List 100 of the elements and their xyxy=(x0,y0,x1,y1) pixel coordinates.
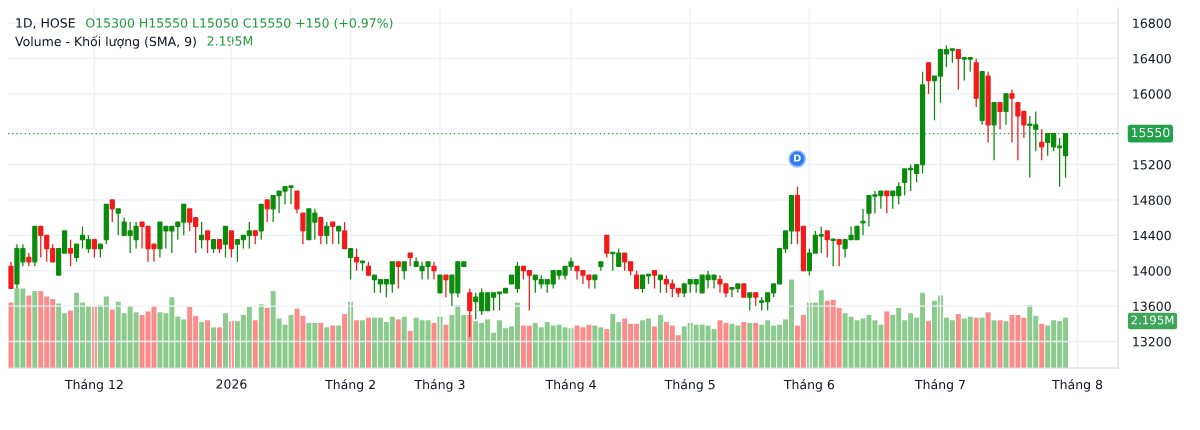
bar xyxy=(651,326,657,368)
candlestick xyxy=(604,234,610,259)
candlestick xyxy=(836,239,842,267)
bar xyxy=(985,312,991,368)
candlestick xyxy=(353,247,360,272)
bar xyxy=(336,325,342,368)
candlestick xyxy=(1003,93,1009,126)
y-tick-label: 14800 xyxy=(1133,195,1171,205)
candlestick xyxy=(395,261,401,290)
candlestick xyxy=(633,270,640,290)
bar xyxy=(26,295,32,368)
bar xyxy=(431,322,437,368)
bar xyxy=(324,327,330,368)
candlestick xyxy=(205,230,211,254)
bar xyxy=(997,320,1003,368)
candlestick xyxy=(318,217,324,245)
bar xyxy=(1039,323,1045,368)
bar xyxy=(342,314,348,368)
candlestick xyxy=(228,230,235,259)
bar xyxy=(395,319,401,368)
bar xyxy=(318,322,324,368)
candlestick xyxy=(294,190,300,214)
candlestick xyxy=(824,230,830,259)
ref-line-label: 15550 xyxy=(1131,127,1170,138)
bar xyxy=(330,325,336,368)
candlestick xyxy=(365,261,372,276)
chart-subtitle: 2.195M xyxy=(207,36,253,46)
y-tick-label: 14000 xyxy=(1133,266,1171,276)
bar xyxy=(360,320,366,368)
chart-title: Volume - Khối lượng (SMA, 9) xyxy=(15,35,196,49)
candlestick xyxy=(884,190,890,214)
candlestick xyxy=(109,199,115,223)
x-tick-label: Tháng 2 xyxy=(325,379,375,392)
candlestick xyxy=(997,102,1003,130)
y-tick-label: 13600 xyxy=(1133,301,1171,312)
candlestick xyxy=(216,239,223,254)
bar xyxy=(604,329,610,368)
bar xyxy=(217,327,223,368)
bar xyxy=(1003,321,1009,368)
candlestick xyxy=(330,221,336,245)
bar xyxy=(884,311,890,368)
candlestick xyxy=(115,208,121,236)
bar xyxy=(32,291,38,368)
bar xyxy=(973,317,979,368)
candlestick xyxy=(222,225,229,259)
bar xyxy=(926,321,932,368)
candlestick xyxy=(592,274,598,290)
candlestick xyxy=(300,212,306,245)
y-tick-label: 16800 xyxy=(1133,18,1171,28)
candlestick xyxy=(26,252,32,267)
bar xyxy=(401,316,407,368)
bar xyxy=(407,330,413,368)
x-tick-label: Tháng 6 xyxy=(783,379,835,392)
candlestick xyxy=(985,71,991,144)
bar xyxy=(991,320,997,368)
bar xyxy=(443,324,449,368)
candlestick xyxy=(925,62,932,95)
bar xyxy=(222,313,228,368)
candlestick xyxy=(973,57,979,108)
annotation: D xyxy=(794,154,801,162)
bar xyxy=(753,322,759,368)
bar xyxy=(264,307,270,368)
candlestick xyxy=(73,243,80,263)
text: O15300 H15550 L15050 C15550 +150 (+0.97%) xyxy=(86,17,393,30)
bar xyxy=(955,314,961,368)
bar xyxy=(365,317,371,368)
candlestick xyxy=(252,230,258,245)
bar xyxy=(8,302,14,368)
candlestick xyxy=(407,252,413,267)
bar xyxy=(199,322,205,368)
candlestick xyxy=(860,208,866,236)
x-tick-label: Tháng 5 xyxy=(664,379,715,392)
candlestick xyxy=(741,283,747,298)
candlestick xyxy=(91,239,97,259)
candlestick xyxy=(336,225,342,245)
x-tick-label: 2026 xyxy=(216,379,247,389)
candlestick xyxy=(651,270,658,290)
candlestick xyxy=(753,292,759,307)
bar xyxy=(258,304,264,368)
bar xyxy=(657,314,663,368)
candlestick xyxy=(103,203,109,245)
candlestick xyxy=(1009,88,1015,144)
bar xyxy=(741,322,747,368)
y-tick-label: 14400 xyxy=(1133,230,1171,241)
candlestick xyxy=(348,247,354,281)
candlestick xyxy=(258,203,264,241)
candlestick xyxy=(210,239,217,254)
candlestick xyxy=(657,274,664,294)
candlestick xyxy=(401,261,407,281)
candlestick xyxy=(67,239,74,267)
candlestick xyxy=(437,274,443,294)
candlestick xyxy=(324,221,330,245)
candlestick xyxy=(8,261,14,290)
candlestick xyxy=(342,221,348,250)
bar xyxy=(109,309,115,368)
y-tick-label: 16400 xyxy=(1133,53,1171,64)
bar xyxy=(747,322,753,368)
y-tick-label: 16000 xyxy=(1133,89,1171,99)
candlestick xyxy=(955,48,961,91)
candlestick xyxy=(431,261,437,281)
